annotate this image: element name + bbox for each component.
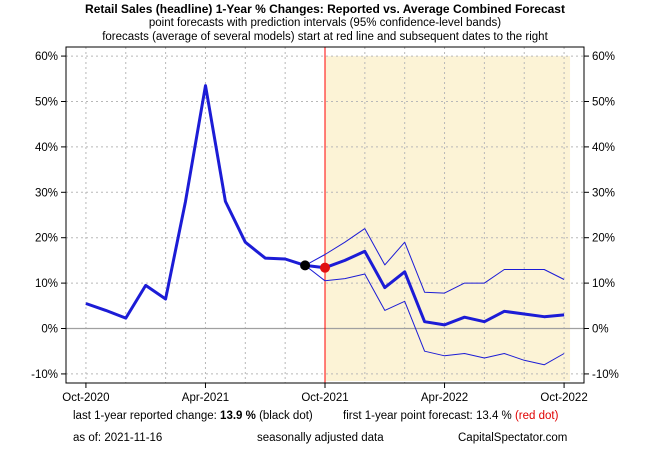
y-tick-label-left: 60% [35,51,58,63]
y-tick-label-left: 40% [35,142,58,154]
y-tick-label-right: 0% [592,324,609,336]
y-tick-label-left: 0% [41,324,58,336]
y-tick-label-right: 20% [592,233,615,245]
y-tick-label-right: 50% [592,96,615,108]
footer-reported-value: 13.9 % [220,410,256,422]
footer-source: CapitalSpectator.com [458,432,568,444]
y-tick-label-right: 30% [592,187,615,199]
x-tick-label: Oct-2022 [540,392,587,404]
x-tick-label: Apr-2022 [421,392,468,404]
chart-subtitle-2: forecasts (average of several models) st… [102,31,548,43]
x-tick-label: Apr-2021 [182,392,229,404]
x-tick-label: Oct-2021 [301,392,348,404]
x-tick-label: Oct-2020 [62,392,109,404]
y-tick-label-left: 50% [35,96,58,108]
black-dot-marker [300,260,311,271]
chart-subtitle-1: point forecasts with prediction interval… [148,17,502,29]
y-tick-label-left: 30% [35,187,58,199]
y-tick-label-right: 60% [592,51,615,63]
footer-forecast-note: (red dot) [514,410,559,422]
footer-reported-label: last 1-year reported change: [73,410,217,422]
red-dot-marker [320,262,330,273]
footer-forecast: first 1-year point forecast: 13.4 % (red… [343,410,558,422]
y-tick-label-right: 40% [592,142,615,154]
y-tick-label-left: 10% [35,278,58,290]
footer-asof: as of: 2021-11-16 [73,432,162,444]
footer-reported-note: (black dot) [259,410,313,422]
y-tick-label-right: -10% [592,369,619,381]
chart-title: Retail Sales (headline) 1-Year % Changes… [85,2,565,16]
chart-titles: Retail Sales (headline) 1-Year % Changes… [0,2,650,44]
series-upper-band [304,228,565,294]
footer-reported: last 1-year reported change: 13.9 % (bla… [73,410,313,422]
footer-asof-date: 2021-11-16 [104,432,163,444]
series-reported [85,84,306,320]
footer-forecast-value: 13.4 % [475,410,512,422]
footer-asof-label: as of: [73,432,102,444]
series-lower-band [304,265,565,366]
footer-adjusted: seasonally adjusted data [257,432,384,444]
series-forecast [304,249,565,327]
y-tick-label-left: 20% [35,233,58,245]
footer-forecast-label: first 1-year point forecast: [343,410,473,422]
y-tick-label-right: 10% [592,278,615,290]
y-tick-label-left: -10% [31,369,58,381]
forecast-region [325,56,571,381]
